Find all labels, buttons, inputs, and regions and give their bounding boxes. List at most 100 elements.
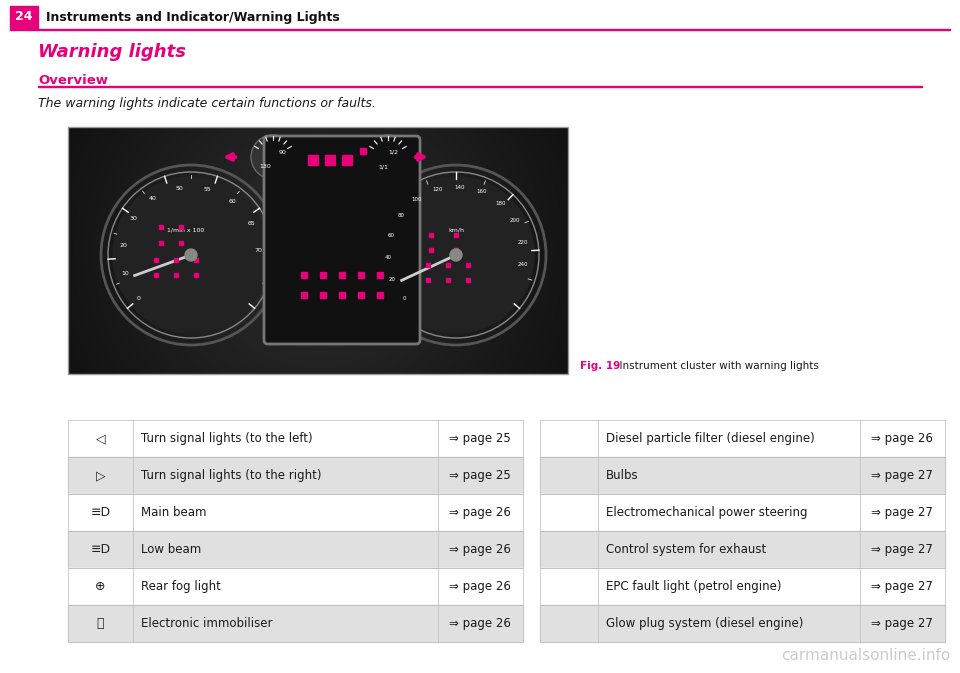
Text: ▷: ▷ xyxy=(96,469,106,482)
Bar xyxy=(540,531,945,568)
Text: 160: 160 xyxy=(476,190,487,194)
Text: 80: 80 xyxy=(397,213,404,217)
Text: 120: 120 xyxy=(432,187,443,192)
Bar xyxy=(10,28,950,30)
Text: 20: 20 xyxy=(389,277,396,282)
Bar xyxy=(68,568,523,605)
Circle shape xyxy=(185,249,197,261)
Bar xyxy=(10,6,38,28)
Circle shape xyxy=(378,177,534,333)
Text: ⇒ page 27: ⇒ page 27 xyxy=(871,506,933,519)
Text: 60: 60 xyxy=(229,199,237,204)
Text: ⇒ page 25: ⇒ page 25 xyxy=(449,432,511,445)
Text: ⇒ page 27: ⇒ page 27 xyxy=(871,580,933,593)
Text: Turn signal lights (to the left): Turn signal lights (to the left) xyxy=(141,432,313,445)
Text: Main beam: Main beam xyxy=(141,506,206,519)
Text: 100: 100 xyxy=(412,197,422,202)
Text: 70: 70 xyxy=(255,248,263,253)
Bar xyxy=(68,457,523,494)
Text: Warning lights: Warning lights xyxy=(38,43,186,61)
Text: 60: 60 xyxy=(388,233,395,238)
Text: ⇒ page 26: ⇒ page 26 xyxy=(449,506,511,519)
Text: Fig. 19: Fig. 19 xyxy=(580,361,620,371)
Text: 24: 24 xyxy=(15,11,33,24)
Text: The warning lights indicate certain functions or faults.: The warning lights indicate certain func… xyxy=(38,96,376,110)
Text: 55: 55 xyxy=(204,186,211,192)
Bar xyxy=(68,531,523,568)
Text: 220: 220 xyxy=(517,240,528,244)
Text: Turn signal lights (to the right): Turn signal lights (to the right) xyxy=(141,469,322,482)
Circle shape xyxy=(366,135,410,179)
Bar xyxy=(68,494,523,531)
Text: carmanualsonline.info: carmanualsonline.info xyxy=(780,647,950,662)
Text: 1/2: 1/2 xyxy=(388,149,398,155)
Text: km/h: km/h xyxy=(448,227,464,232)
Text: Electronic immobiliser: Electronic immobiliser xyxy=(141,617,273,630)
Text: 140: 140 xyxy=(454,184,465,190)
Bar xyxy=(68,420,523,457)
Bar xyxy=(540,568,945,605)
Text: Instrument cluster with warning lights: Instrument cluster with warning lights xyxy=(613,361,819,371)
Bar xyxy=(68,531,523,568)
Text: ⇒ page 26: ⇒ page 26 xyxy=(449,617,511,630)
Text: Control system for exhaust: Control system for exhaust xyxy=(606,543,766,556)
Text: 10: 10 xyxy=(122,271,130,276)
Bar xyxy=(68,494,523,531)
Bar xyxy=(540,420,945,457)
Bar xyxy=(540,531,945,568)
Text: 0: 0 xyxy=(402,296,406,302)
Text: Glow plug system (diesel engine): Glow plug system (diesel engine) xyxy=(606,617,804,630)
Text: ⇒ page 26: ⇒ page 26 xyxy=(449,580,511,593)
Text: ≡D: ≡D xyxy=(90,543,110,556)
Text: ⊕: ⊕ xyxy=(95,580,106,593)
Bar xyxy=(68,605,523,642)
Text: Rear fog light: Rear fog light xyxy=(141,580,221,593)
Text: Diesel particle filter (diesel engine): Diesel particle filter (diesel engine) xyxy=(606,432,815,445)
Text: 30: 30 xyxy=(130,217,137,221)
Text: ⇒ page 27: ⇒ page 27 xyxy=(871,617,933,630)
Text: ◁: ◁ xyxy=(96,432,106,445)
Text: ⇒ page 26: ⇒ page 26 xyxy=(449,543,511,556)
FancyBboxPatch shape xyxy=(264,136,420,344)
Text: ⇒ page 26: ⇒ page 26 xyxy=(871,432,933,445)
Text: ⇒ page 27: ⇒ page 27 xyxy=(871,543,933,556)
Text: 130: 130 xyxy=(259,164,271,170)
Bar xyxy=(540,457,945,494)
Bar xyxy=(540,420,945,457)
Text: 90: 90 xyxy=(279,149,287,155)
Text: 40: 40 xyxy=(149,196,156,201)
Bar xyxy=(38,85,922,87)
Text: 200: 200 xyxy=(510,219,520,223)
Text: 240: 240 xyxy=(518,262,529,267)
Text: Electromechanical power steering: Electromechanical power steering xyxy=(606,506,807,519)
Circle shape xyxy=(450,249,462,261)
Bar xyxy=(68,605,523,642)
Text: 20: 20 xyxy=(120,243,128,248)
Text: ≡D: ≡D xyxy=(90,506,110,519)
Bar xyxy=(68,420,523,457)
Text: EPC fault light (petrol engine): EPC fault light (petrol engine) xyxy=(606,580,781,593)
Text: 1/min x 100: 1/min x 100 xyxy=(167,227,204,232)
Bar xyxy=(540,494,945,531)
Circle shape xyxy=(251,135,295,179)
Bar xyxy=(540,494,945,531)
Text: 40: 40 xyxy=(385,255,392,260)
Bar xyxy=(540,568,945,605)
Text: 🚗: 🚗 xyxy=(97,617,105,630)
Bar xyxy=(540,605,945,642)
Text: ⇒ page 27: ⇒ page 27 xyxy=(871,469,933,482)
Text: 1/1: 1/1 xyxy=(378,164,388,170)
Bar xyxy=(540,605,945,642)
Text: Low beam: Low beam xyxy=(141,543,202,556)
Bar xyxy=(68,127,568,374)
Bar xyxy=(68,457,523,494)
Text: ⇒ page 25: ⇒ page 25 xyxy=(449,469,511,482)
Text: 180: 180 xyxy=(495,201,506,206)
Circle shape xyxy=(113,177,269,333)
Text: Overview: Overview xyxy=(38,73,108,87)
Bar xyxy=(68,568,523,605)
Text: Bulbs: Bulbs xyxy=(606,469,638,482)
Bar xyxy=(540,457,945,494)
Text: 0: 0 xyxy=(137,296,141,302)
Text: 65: 65 xyxy=(247,221,255,225)
